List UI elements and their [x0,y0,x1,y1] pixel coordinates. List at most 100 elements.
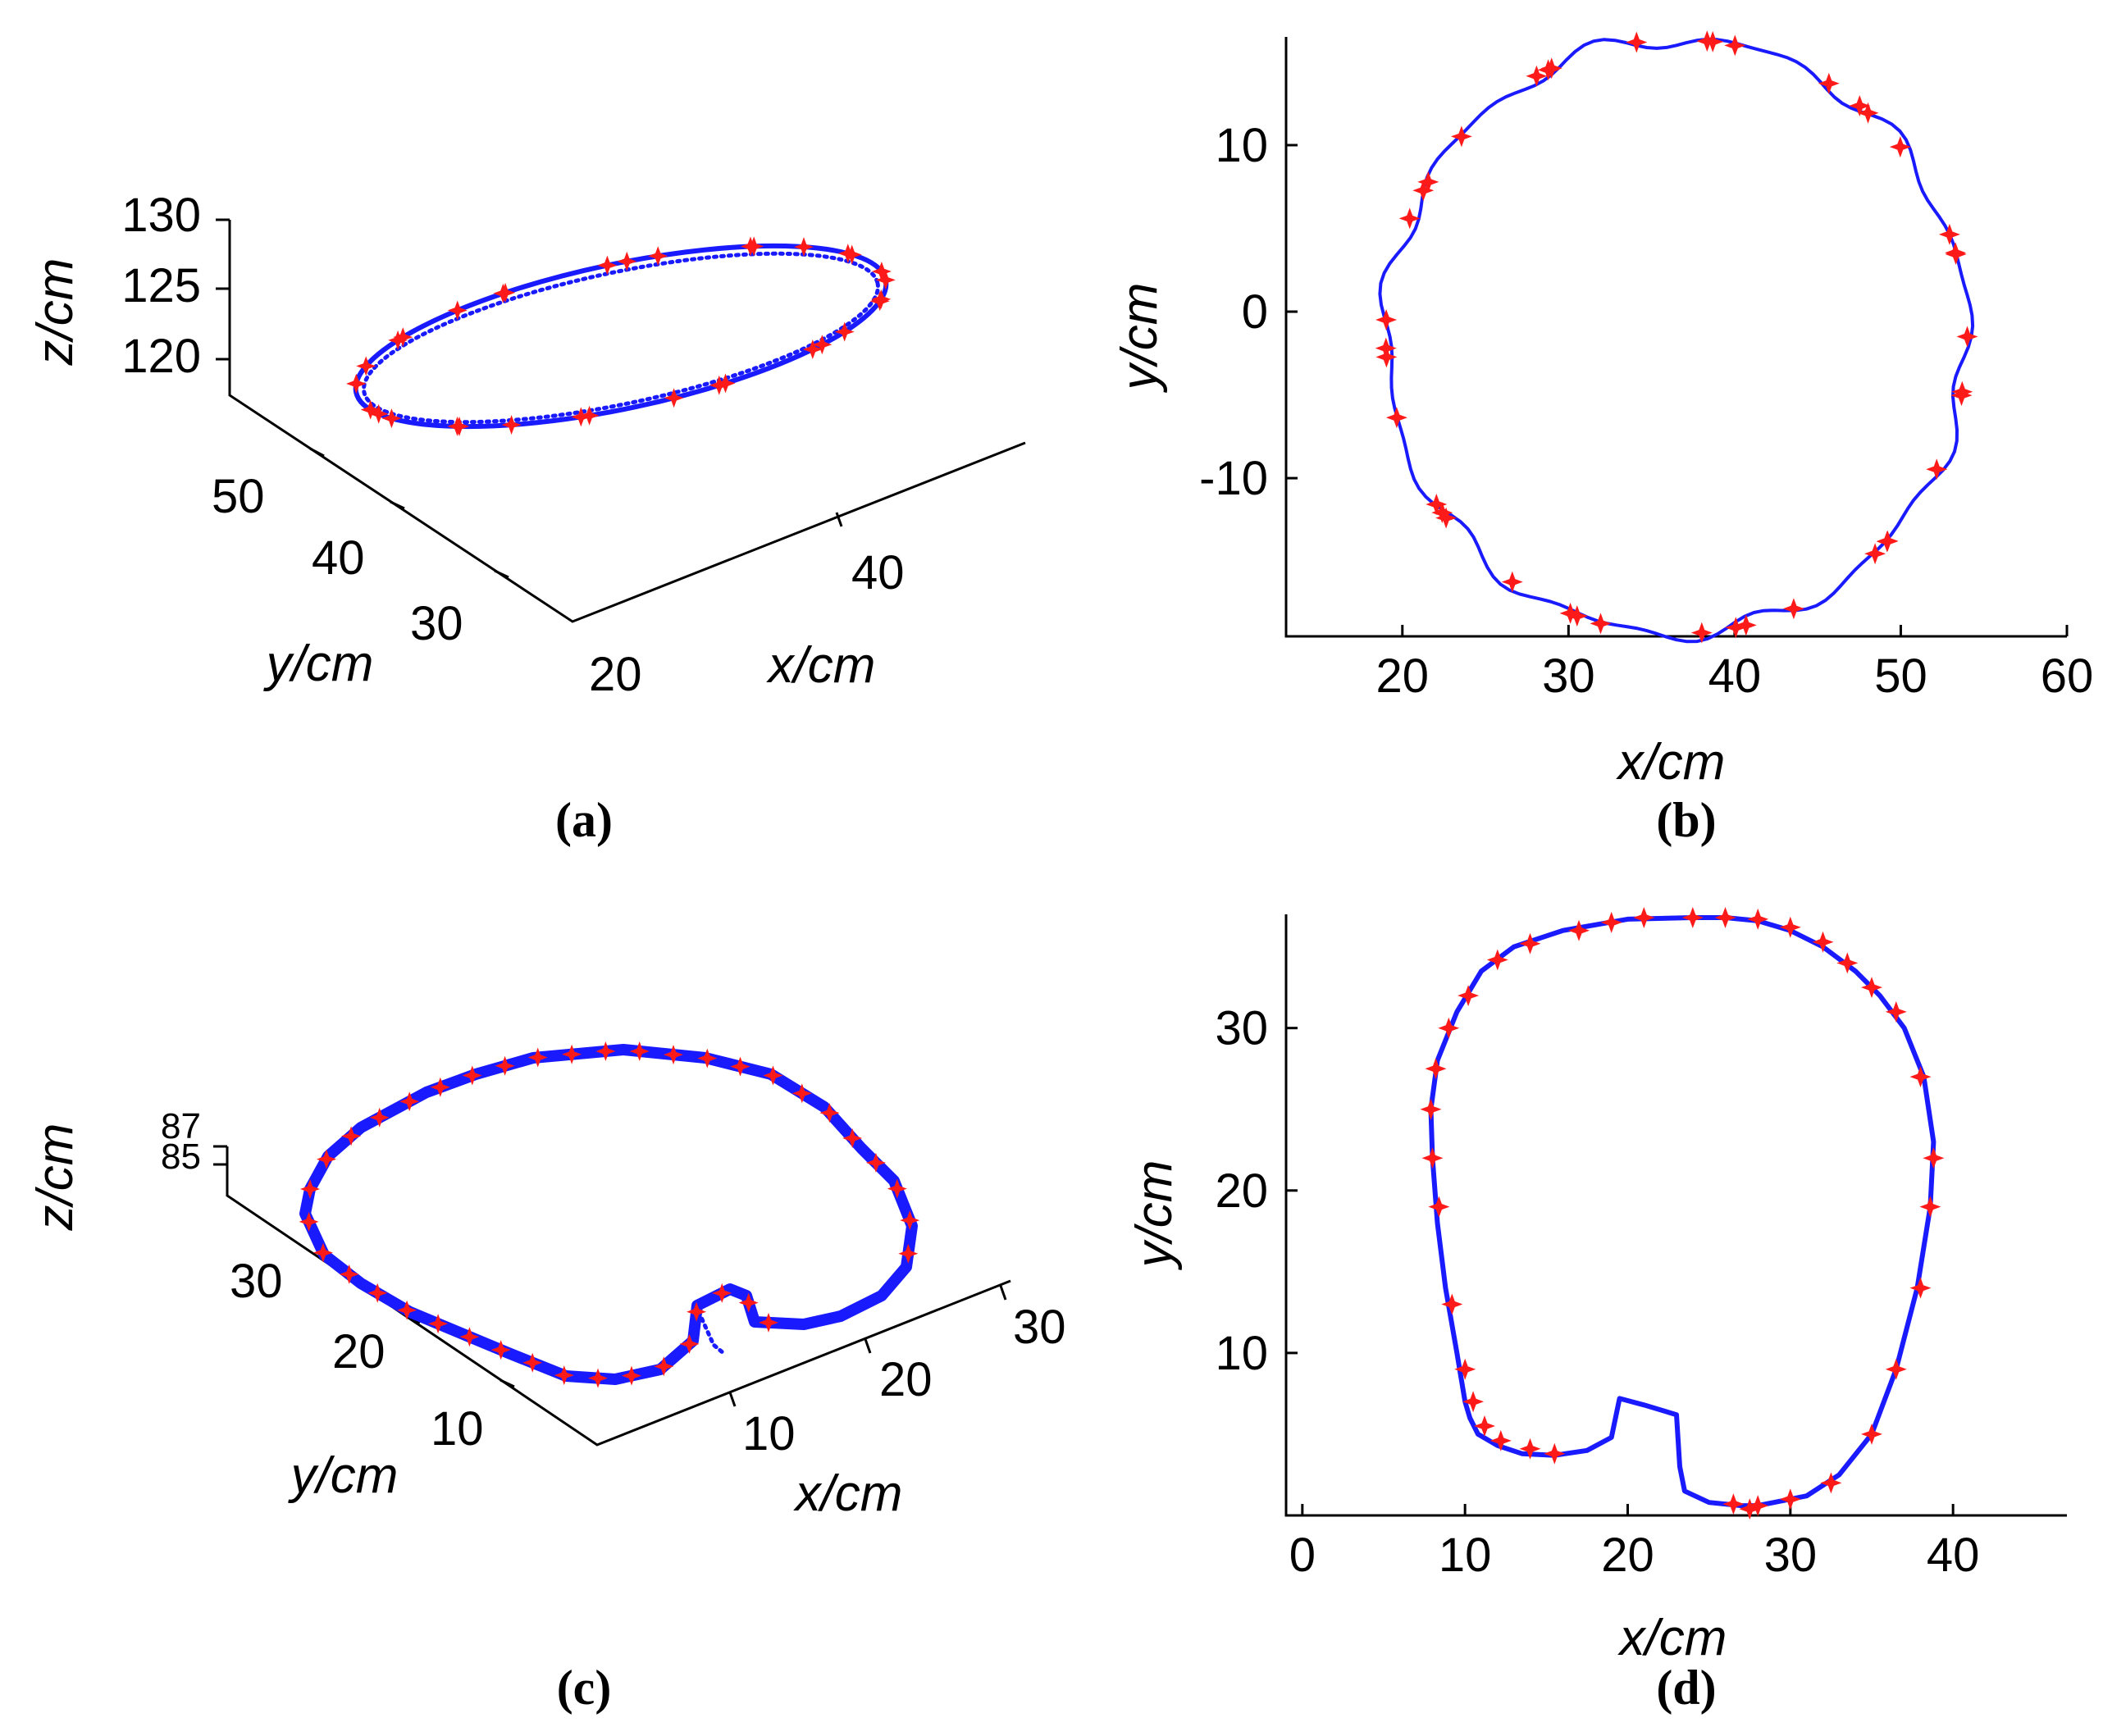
panel-b: 20 30 40 50 60 10 0 -10 y/cm x/cm (b) [1111,30,2093,847]
panel-c-key-point [819,1103,840,1123]
panel-a-y-label: y/cm [263,636,374,692]
panel-a-axes [228,220,1026,623]
panel-a-key-point [709,375,729,395]
panel-c-key-point [462,1065,482,1086]
panel-b-key-point [1849,95,1871,116]
panel-a-key-point [368,403,389,424]
panel-a-key-point [388,330,408,350]
panel-b-key-point [1889,136,1911,158]
panel-b-key-point [1818,72,1840,94]
panel-c-key-point [900,1210,920,1231]
panel-d-key-point [1836,952,1859,974]
panel-a-trajectory [353,243,889,430]
panel-a-key-point [875,270,896,290]
panel-d-key-point [1885,1000,1907,1023]
panel-d-key-point [1600,911,1622,933]
panel-c-y-tick-label: 30 [230,1255,283,1308]
panel-b-key-point [1926,458,1948,481]
panel-c-key-point [312,1242,333,1263]
panel-a-key-point [812,335,833,355]
panel-c-key-point [730,1056,750,1077]
panel-c-tick-x [864,1338,872,1354]
panel-a-key-point [834,321,855,342]
panel-c-y-label: y/cm [288,1447,399,1504]
panel-d-key-point [1681,907,1704,928]
panel-b-key-point [1412,180,1435,202]
panel-d-key-point [1458,985,1480,1007]
panel-b-x-tick-label: 30 [1542,649,1595,703]
panel-c-key-point [595,1041,616,1061]
panel-a-tick-y [390,500,405,510]
panel-c-key-point [367,1283,388,1303]
panel-b-key-point [1385,407,1407,429]
panel-c-key-point [697,1048,718,1068]
panel-a-z-tick-label: 125 [121,259,201,312]
panel-c-key-point [339,1264,359,1284]
panel-b-key-point [1735,614,1757,636]
panel-a-y-tick-label: 30 [410,597,463,650]
panel-d-label: (d) [1656,1661,1716,1715]
panel-b-x-tick-label: 50 [1874,649,1927,703]
panel-d-key-point [1747,908,1769,930]
panel-d: 0 10 20 30 40 30 20 10 y/cm x/cm (d) [1126,907,2067,1715]
panel-b-key-point [1526,65,1548,87]
panel-a-z-label: z/cm [27,258,84,367]
panel-a-key-point [447,300,468,321]
panel-d-ticks: 0 10 20 30 40 30 20 10 [1215,1002,1979,1582]
panel-d-key-point [1462,1391,1485,1413]
panel-b-key-point [1702,30,1724,52]
panel-a-x-tick-label: 40 [851,546,905,599]
panel-a-key-point [741,236,760,257]
panel-d-y-label: y/cm [1126,1160,1183,1271]
panel-c-key-point [554,1365,574,1386]
panel-c-key-point [791,1083,812,1104]
panel-d-key-point [1544,1442,1566,1465]
panel-c: 87 85 10 20 30 10 20 30 z/cm y/cm x/cm (… [27,1041,1066,1715]
panel-a-x-label: x/cm [766,637,876,694]
panel-a-key-point [648,246,668,267]
panel-c-key-point [490,1340,511,1360]
panel-d-key-point [1919,1196,1941,1218]
panel-b-key-point [1938,223,1960,245]
panel-c-label: (c) [557,1661,612,1715]
panel-d-x-label: x/cm [1617,1610,1727,1666]
panel-c-z-tick-label: 85 [161,1137,201,1177]
panel-d-trajectory [1428,915,1936,1509]
panel-c-key-point [527,1047,548,1068]
panel-a-key-point [837,244,858,264]
panel-c-z-label: z/cm [27,1123,84,1232]
panel-a-key-point [449,417,469,436]
panel-d-key-point [1454,1358,1476,1380]
panel-a-key-point [346,373,367,394]
panel-b-x-tick-label: 20 [1376,649,1430,703]
panel-b-key-point [1435,507,1458,529]
panel-d-key-point [1441,1293,1463,1315]
panel-a-key-point [501,415,522,435]
panel-b-key-point [1782,598,1804,620]
panel-d-y-tick-label: 20 [1215,1164,1268,1218]
panel-c-key-point [738,1292,759,1313]
panel-d-key-point [1421,1147,1444,1169]
panel-a-key-point [794,237,814,257]
panel-a-key-point [664,388,684,408]
panel-a-y-tick-label: 50 [212,470,265,523]
panel-c-markers [299,1041,920,1388]
panel-b-axes [1284,37,2067,638]
panel-c-x-label: x/cm [793,1465,903,1522]
panel-b-key-point [1590,613,1612,635]
panel-d-y-tick-label: 30 [1215,1002,1268,1055]
panel-a-trajectory-scatter [362,251,880,425]
panel-d-key-point [1812,931,1834,953]
panel-d-x-tick-label: 20 [1601,1529,1654,1582]
panel-a-key-point [871,289,892,309]
panel-d-key-point [1519,1438,1541,1460]
panel-b-key-point [1375,309,1398,330]
panel-c-key-point [629,1041,650,1061]
panel-d-key-point [1420,1098,1442,1120]
panel-c-z-tick-label: 87 [161,1106,201,1146]
panel-b-key-point [1950,385,1973,407]
panel-d-key-point [1633,907,1655,928]
panel-a-z-tick-label: 120 [121,330,201,383]
panel-b-key-point [1398,207,1421,230]
panel-c-tick-x [999,1285,1007,1301]
